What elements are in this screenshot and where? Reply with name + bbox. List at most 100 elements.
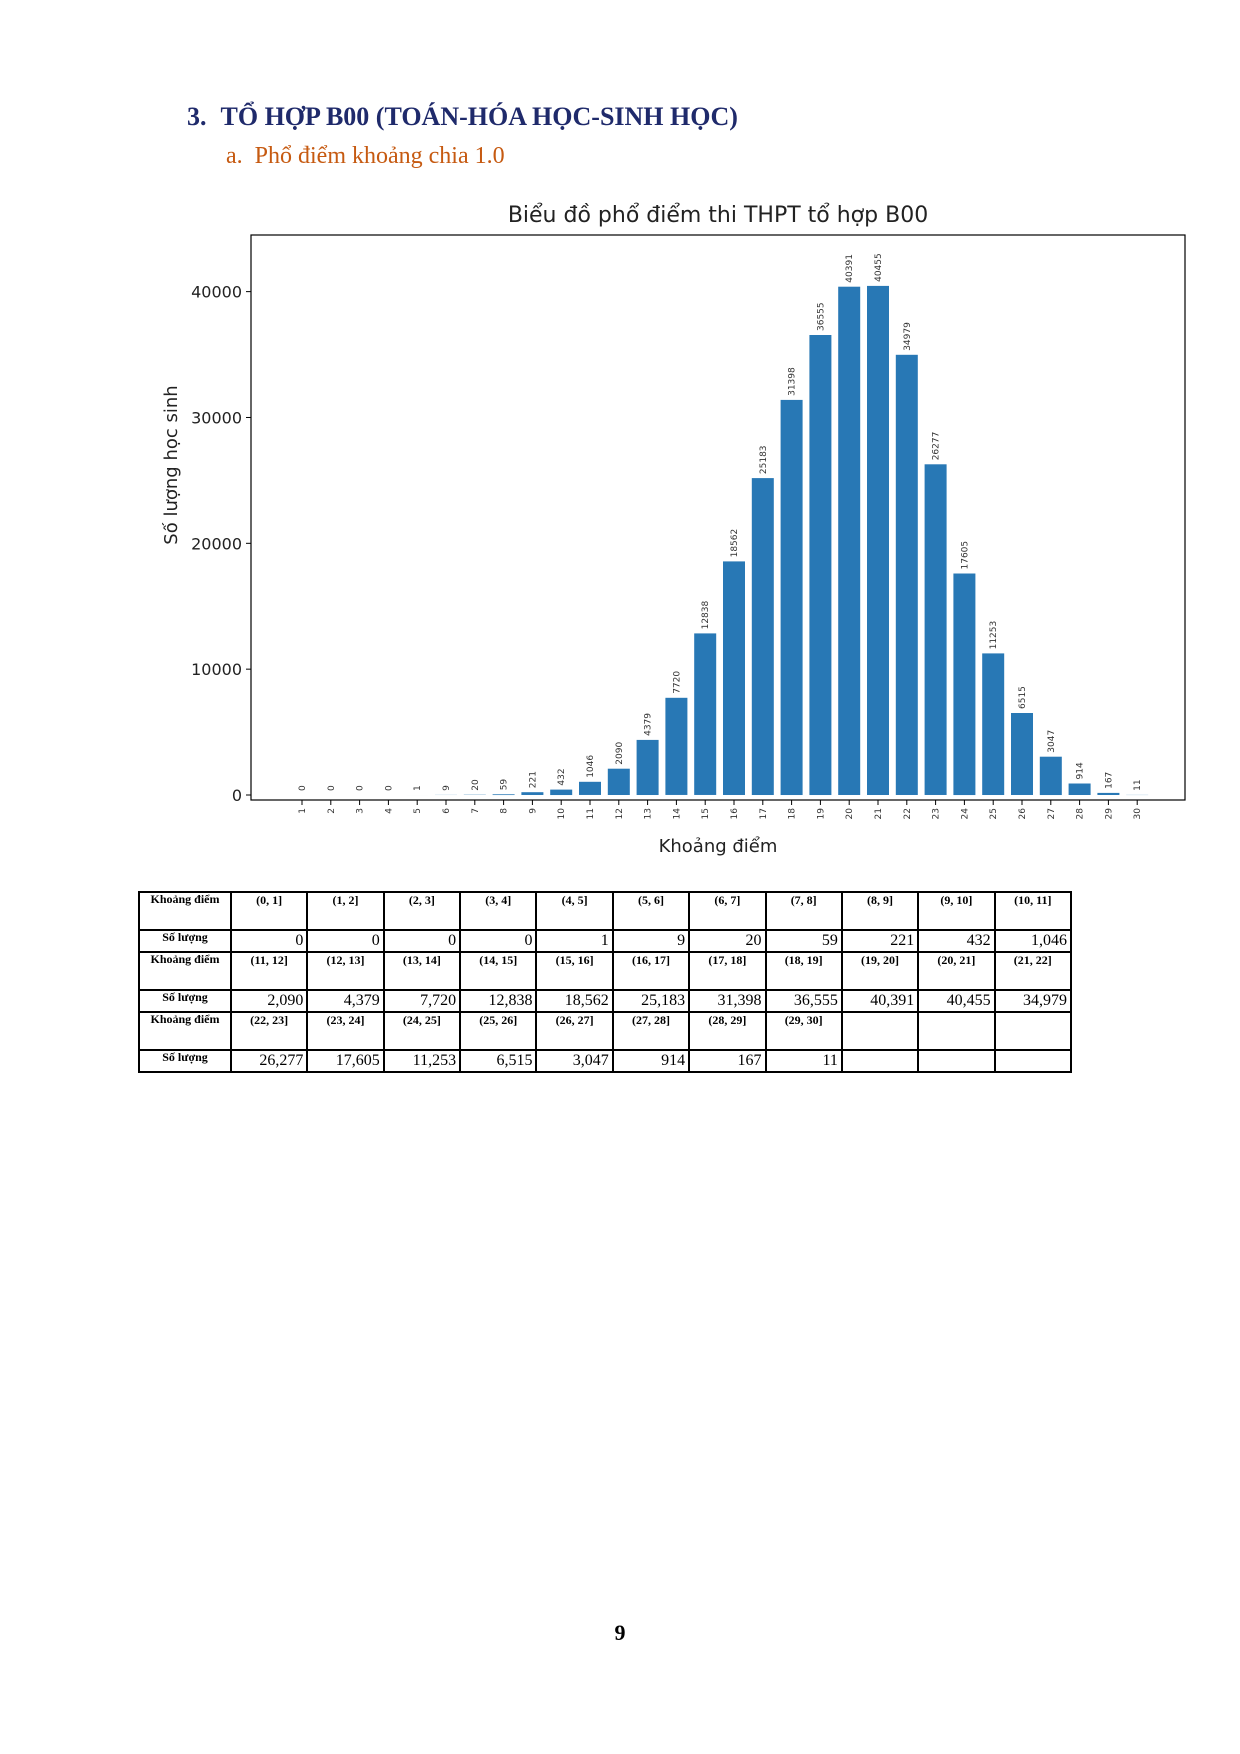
count-cell: 25,183 (611, 989, 691, 1013)
range-cell: (18, 19] (764, 951, 843, 991)
y-tick-label: 0 (232, 786, 242, 805)
y-tick-label: 40000 (191, 283, 242, 302)
bar-9 (521, 792, 544, 795)
x-tick-label: 18 (788, 808, 798, 820)
range-cell: (22, 23] (229, 1011, 309, 1051)
data-label-5: 1 (413, 785, 423, 791)
x-axis-label: Khoảng điểm (659, 836, 778, 857)
range-cell: (3, 4] (459, 891, 538, 931)
count-cell: 40,391 (840, 989, 920, 1013)
chart-title: Biểu đồ phổ điểm thi THPT tổ hợp B00 (508, 203, 928, 228)
count-cell: 7,720 (382, 989, 462, 1013)
bar-22 (895, 354, 918, 795)
range-cell: (20, 21] (917, 951, 996, 991)
data-label-8: 59 (500, 779, 510, 791)
count-cell: 34,979 (993, 989, 1073, 1013)
count-cell: 167 (688, 1049, 767, 1073)
data-label-16: 18562 (730, 529, 740, 558)
bar-25 (982, 653, 1005, 796)
range-row: Khoảng điểm (0, 1] (1, 2] (2, 3] (3, 4] (4, 5… (138, 891, 1073, 931)
x-tick-label: 14 (672, 808, 682, 820)
subsection-title: Phổ điểm khoảng chia 1.0 (254, 143, 505, 169)
count-row: Số lượng 0 0 0 0 1 9 20 59 221 432 1,046 (138, 929, 1073, 953)
count-row: Số lượng 26,277 17,605 11,253 6,515 3,047 914 1… (138, 1049, 1073, 1073)
x-tick-label: 30 (1133, 808, 1143, 820)
y-tick-label: 20000 (191, 534, 242, 553)
x-tick-label: 13 (644, 808, 654, 819)
count-cell (993, 1049, 1073, 1073)
bar-29 (1097, 792, 1120, 795)
x-tick-label: 5 (413, 808, 423, 814)
range-cell: (12, 13] (306, 951, 385, 991)
bar-20 (838, 286, 861, 795)
y-tick-label: 10000 (191, 660, 242, 679)
x-tick-label: 28 (1076, 808, 1086, 820)
x-tick-label: 20 (845, 808, 855, 820)
x-tick-label: 26 (1018, 808, 1028, 820)
x-tick-label: 15 (701, 808, 711, 819)
range-cell: (17, 18] (688, 951, 767, 991)
range-row-header: Khoảng điểm (138, 1011, 232, 1051)
x-tick-label: 21 (874, 808, 884, 819)
x-tick-label: 12 (615, 808, 625, 819)
subsection-heading: a. Phổ điểm khoảng chia 1.0 (226, 143, 505, 170)
x-tick-label: 1 (298, 808, 308, 814)
count-cell: 6,515 (459, 1049, 538, 1073)
x-tick-label: 16 (730, 808, 740, 820)
bar-8 (492, 794, 515, 796)
count-cell (840, 1049, 920, 1073)
x-tick-label: 3 (356, 808, 366, 814)
count-cell (917, 1049, 996, 1073)
data-label-15: 12838 (701, 600, 711, 629)
count-cell: 0 (382, 929, 462, 953)
bar-26 (1011, 713, 1033, 795)
bar-13 (636, 739, 659, 796)
bar-19 (809, 335, 832, 796)
data-label-2: 0 (327, 785, 337, 791)
data-label-23: 26277 (932, 432, 942, 461)
data-label-19: 36555 (816, 302, 826, 331)
count-cell: 26,277 (229, 1049, 309, 1073)
x-tick-label: 19 (816, 808, 826, 820)
count-cell: 17,605 (306, 1049, 385, 1073)
range-cell: (24, 25] (382, 1011, 462, 1051)
range-cell: (14, 15] (459, 951, 538, 991)
count-row-header: Số lượng (138, 1049, 232, 1073)
x-tick-label: 24 (960, 808, 970, 820)
range-cell: (19, 20] (840, 951, 920, 991)
count-cell: 11,253 (382, 1049, 462, 1073)
count-cell: 221 (840, 929, 920, 953)
data-label-26: 6515 (1018, 686, 1028, 709)
range-cell: (11, 12] (229, 951, 309, 991)
count-cell: 31,398 (688, 989, 767, 1013)
count-cell: 20 (688, 929, 767, 953)
count-row-header: Số lượng (138, 929, 232, 953)
data-label-3: 0 (356, 785, 366, 791)
range-cell: (10, 11] (993, 891, 1073, 931)
x-tick-label: 22 (903, 808, 913, 819)
count-cell: 3,047 (535, 1049, 614, 1073)
data-label-29: 167 (1104, 772, 1114, 789)
score-distribution-chart: Biểu đồ phổ điểm thi THPT tổ hợp B00 Số … (161, 203, 1186, 857)
range-cell: (1, 2] (306, 891, 385, 931)
range-row-header: Khoảng điểm (138, 891, 232, 931)
count-cell: 0 (229, 929, 309, 953)
range-cell: (5, 6] (611, 891, 691, 931)
count-row: Số lượng 2,090 4,379 7,720 12,838 18,562 25,18… (138, 989, 1073, 1013)
count-cell: 1,046 (993, 929, 1073, 953)
range-cell: (8, 9] (840, 891, 920, 931)
x-tick-label: 2 (327, 808, 337, 814)
data-label-7: 20 (471, 779, 481, 791)
range-cell: (9, 10] (917, 891, 996, 931)
data-label-1: 0 (298, 785, 308, 791)
range-cell: (7, 8] (764, 891, 843, 931)
data-label-6: 9 (442, 785, 452, 791)
range-cell (840, 1011, 920, 1051)
data-label-4: 0 (384, 785, 394, 791)
data-label-30: 11 (1133, 779, 1143, 790)
data-label-17: 25183 (759, 445, 769, 474)
range-row: Khoảng điểm (11, 12] (12, 13] (13, 14] (14, … (138, 951, 1073, 991)
count-cell: 432 (917, 929, 996, 953)
score-table-body: Khoảng điểm (0, 1] (1, 2] (2, 3] (3, 4] (4, 5… (138, 891, 1073, 1073)
count-cell: 9 (611, 929, 691, 953)
